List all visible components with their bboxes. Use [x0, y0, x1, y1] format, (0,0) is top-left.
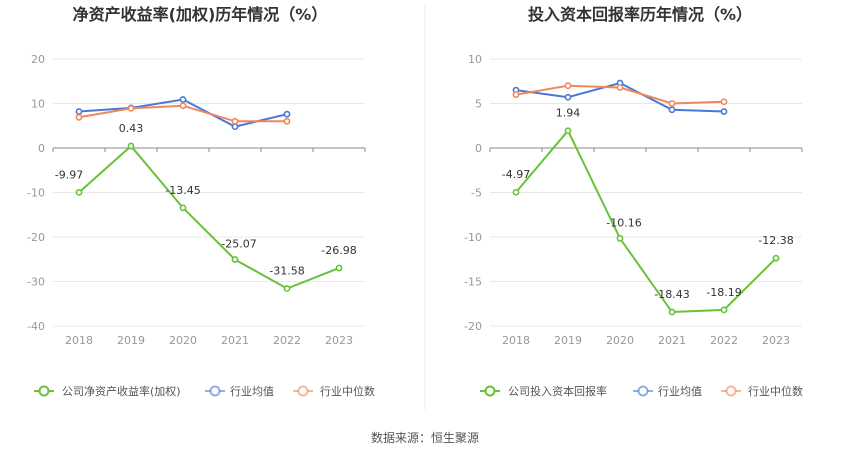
data-point [668, 308, 676, 316]
y-tick-label: -40 [27, 320, 45, 333]
x-tick-label: 2018 [65, 334, 93, 347]
legend-label: 公司投入资本回报率 [508, 384, 607, 398]
data-label: -25.07 [221, 238, 256, 251]
legend-marker [209, 385, 221, 397]
x-tick-label: 2019 [554, 334, 582, 347]
data-point [720, 306, 728, 314]
x-tick-label: 2020 [606, 334, 634, 347]
data-point [283, 285, 291, 292]
legend-label: 公司净资产收益率(加权) [62, 384, 181, 398]
legend-marker [484, 385, 496, 397]
x-tick-label: 2018 [502, 334, 530, 347]
roic-chart-panel: 投入资本回报率历年情况（%） 10 5 0 -5 -10 -15 -20 2018 2019 202… [464, 5, 803, 398]
data-label: 1.94 [556, 107, 581, 120]
data-point [668, 106, 676, 114]
data-label: -12.38 [758, 234, 793, 247]
data-point [616, 84, 624, 91]
chart-title: 投入资本回报率历年情况（%） [528, 5, 752, 24]
data-point [179, 204, 187, 212]
y-tick-label: 10 [31, 98, 45, 111]
y-tick-label: -20 [464, 320, 482, 333]
data-point [564, 82, 572, 90]
data-point [75, 188, 83, 196]
data-point [335, 264, 343, 272]
data-point [564, 93, 572, 101]
data-label: -18.43 [654, 288, 689, 301]
data-point [179, 96, 187, 103]
data-point [127, 142, 135, 150]
data-point [127, 104, 135, 112]
legend-marker [38, 385, 50, 397]
x-tick-label: 2023 [762, 334, 790, 347]
y-tick-label: 20 [31, 53, 45, 66]
data-source-note: 数据来源：恒生聚源 [371, 430, 479, 445]
legend-label: 行业中位数 [320, 384, 375, 398]
data-label: -26.98 [321, 244, 356, 257]
data-point [720, 98, 728, 106]
x-tick-label: 2022 [710, 334, 738, 347]
data-point [231, 123, 239, 131]
data-label: -18.19 [706, 286, 741, 299]
legend-marker [297, 385, 309, 397]
y-tick-label: 0 [475, 142, 482, 155]
data-point [616, 235, 624, 242]
data-label: -9.97 [55, 168, 83, 181]
data-point [668, 100, 676, 107]
y-tick-label: -10 [27, 187, 45, 200]
legend-label: 行业中位数 [748, 384, 803, 398]
data-point [512, 188, 520, 196]
data-point [283, 117, 291, 125]
y-tick-label: -30 [27, 276, 45, 289]
y-tick-label: 0 [38, 142, 45, 155]
legend-marker [725, 385, 737, 397]
y-tick-label: -15 [464, 276, 482, 289]
data-label: -31.58 [269, 265, 304, 278]
data-point [75, 108, 83, 115]
data-label: 0.43 [119, 122, 144, 135]
data-point [179, 102, 187, 110]
data-label: -13.45 [165, 184, 200, 197]
data-point [75, 113, 83, 121]
y-tick-label: -5 [471, 187, 482, 200]
y-tick-label: 10 [468, 53, 482, 66]
data-label: -4.97 [502, 168, 530, 181]
x-tick-label: 2021 [658, 334, 686, 347]
x-tick-label: 2022 [273, 334, 301, 347]
data-point [283, 110, 291, 118]
data-point [772, 254, 780, 262]
series-line [515, 128, 777, 314]
data-point [512, 91, 520, 98]
legend-marker [637, 385, 649, 397]
x-tick-label: 2021 [221, 334, 249, 347]
data-point [720, 108, 728, 115]
chart-title: 净资产收益率(加权)历年情况（%） [73, 5, 328, 24]
data-point [564, 127, 572, 135]
x-tick-label: 2023 [325, 334, 353, 347]
y-tick-label: -20 [27, 231, 45, 244]
data-point [231, 117, 239, 125]
series-line [78, 144, 340, 290]
data-point [231, 256, 239, 263]
y-tick-label: -10 [464, 231, 482, 244]
legend-label: 行业均值 [658, 385, 702, 398]
data-label: -10.16 [606, 216, 641, 229]
y-tick-label: 5 [475, 98, 482, 111]
roe-chart-panel: 净资产收益率(加权)历年情况（%） 20 10 0 -10 -20 -30 -40 2018 20… [27, 5, 375, 398]
legend-label: 行业均值 [230, 385, 274, 398]
x-tick-label: 2020 [169, 334, 197, 347]
x-tick-label: 2019 [117, 334, 145, 347]
